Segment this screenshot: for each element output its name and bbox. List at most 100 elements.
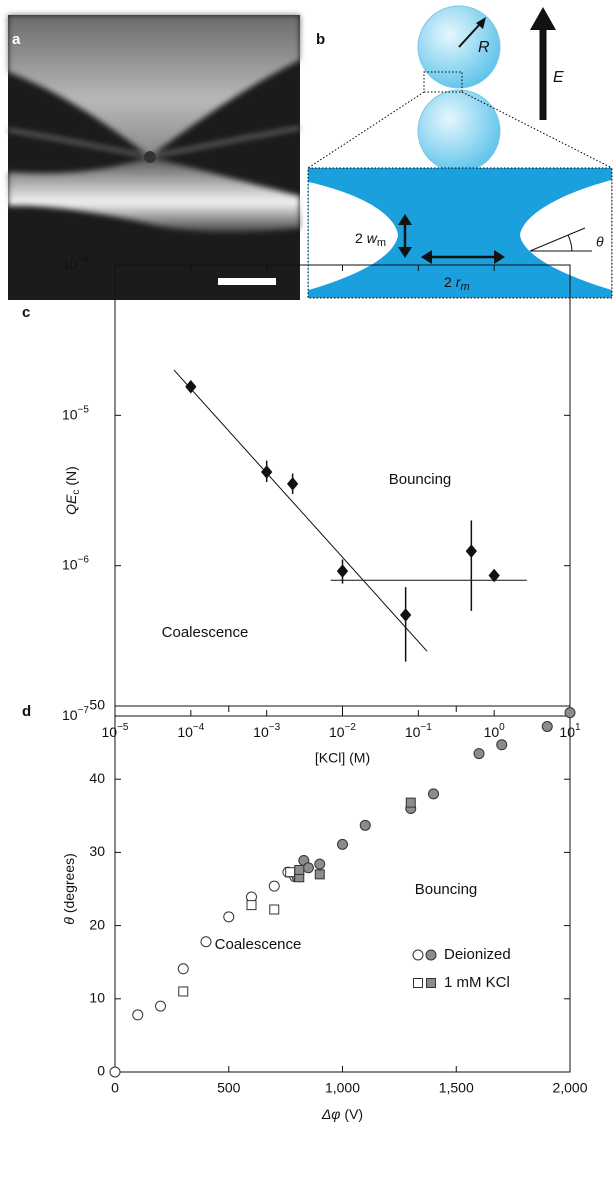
- panel-label: c: [22, 304, 30, 321]
- label-part: −5: [78, 404, 90, 415]
- point: [155, 1000, 166, 1012]
- label-part: −1: [420, 722, 432, 733]
- point: [336, 564, 349, 578]
- point: [399, 608, 412, 622]
- tick-label: 101: [559, 722, 581, 740]
- point: [286, 477, 299, 491]
- tick-label: 100: [484, 722, 506, 740]
- point: [465, 544, 477, 558]
- tick-label: 10−2: [329, 722, 356, 740]
- label-part: (V): [344, 1106, 363, 1122]
- tick-label: 10−7: [62, 705, 89, 723]
- angle-line: [529, 227, 586, 252]
- angle-label: θ: [596, 234, 604, 250]
- label-part: −6: [78, 554, 90, 565]
- point: [488, 568, 500, 583]
- label-part: w: [367, 230, 378, 246]
- label-part: r: [456, 274, 462, 290]
- label-part: QE: [63, 494, 79, 515]
- point: [405, 797, 416, 808]
- tick-label: 40: [89, 770, 105, 786]
- angle-arc: [567, 234, 573, 252]
- tick-label: 2,000: [552, 1080, 587, 1096]
- point: [261, 465, 273, 479]
- annotation: Coalescence: [215, 936, 302, 953]
- label-part: 10: [559, 724, 575, 740]
- point: [564, 707, 576, 719]
- arrow-head: [530, 7, 556, 30]
- x-axis-label: [KCl] (M): [315, 750, 370, 766]
- legend-label: 1 mM KCl: [444, 974, 510, 991]
- radius-arrow: [458, 23, 481, 48]
- label-part: 1: [575, 722, 581, 733]
- annotation: Bouncing: [415, 881, 478, 898]
- bright-region: [8, 15, 300, 156]
- y-axis-label: QEc (N): [63, 466, 82, 515]
- point: [314, 869, 325, 880]
- plot-frame: [114, 264, 571, 717]
- radius-label: R: [478, 39, 490, 56]
- field-label: E: [553, 69, 564, 86]
- point: [285, 867, 296, 878]
- tick-label: 0: [111, 1080, 119, 1096]
- tick-label: 10−4: [62, 254, 89, 272]
- point: [246, 900, 257, 911]
- label-part: 10: [62, 406, 78, 422]
- point: [314, 858, 326, 870]
- tick-label: 20: [89, 916, 105, 932]
- zoom-box: [423, 71, 463, 93]
- point: [178, 986, 189, 997]
- label-part: 10: [102, 724, 118, 740]
- width-label: 2 wm: [355, 230, 386, 249]
- point: [269, 904, 280, 915]
- arrow-head: [398, 247, 412, 258]
- point: [294, 864, 305, 875]
- point: [132, 1009, 144, 1021]
- point: [337, 838, 348, 850]
- contact: [144, 151, 156, 163]
- panel-label: b: [316, 31, 325, 48]
- label-part: −3: [269, 722, 281, 733]
- tick-label: 10−5: [62, 404, 89, 422]
- label-part: −2: [345, 722, 357, 733]
- tick-label: 30: [89, 843, 105, 859]
- label-part: m: [377, 237, 386, 249]
- arrow-head: [494, 250, 505, 264]
- point: [496, 739, 508, 751]
- legend-symbol: [426, 978, 436, 988]
- annotation: Coalescence: [162, 624, 249, 641]
- point: [302, 862, 314, 874]
- bright-region: [8, 158, 300, 232]
- point: [541, 720, 553, 732]
- point: [177, 963, 189, 975]
- label-part: (N): [63, 466, 79, 485]
- label-part: −4: [193, 722, 205, 733]
- label-part: 0: [499, 722, 505, 733]
- label-part: θ: [61, 917, 77, 925]
- point: [109, 1066, 121, 1078]
- tick-label: 1,000: [325, 1080, 360, 1096]
- arrow-head: [421, 250, 432, 264]
- point: [223, 911, 235, 923]
- tick-label: 10−6: [62, 554, 89, 572]
- label-part: 2: [444, 274, 452, 290]
- scale-bar: [218, 278, 276, 285]
- label-part: 10: [177, 724, 193, 740]
- label-part: 2: [355, 230, 363, 246]
- point: [473, 748, 485, 760]
- x-axis-label: Δφ (V): [321, 1106, 363, 1122]
- label-part: 10: [62, 256, 78, 272]
- tick-label: 0: [97, 1063, 105, 1079]
- label-part: −4: [78, 254, 90, 265]
- gap: [520, 180, 612, 290]
- label-part: c: [71, 490, 82, 495]
- legend-symbol: [412, 949, 424, 961]
- point: [268, 880, 280, 892]
- label-part: 10: [484, 724, 500, 740]
- chart: c10−5 10−4 10−3 10−2 10−1 100 10110−710−610−51…: [22, 254, 581, 766]
- gap: [308, 182, 398, 290]
- label-part: 10: [253, 724, 269, 740]
- tick-label: 1,500: [439, 1080, 474, 1096]
